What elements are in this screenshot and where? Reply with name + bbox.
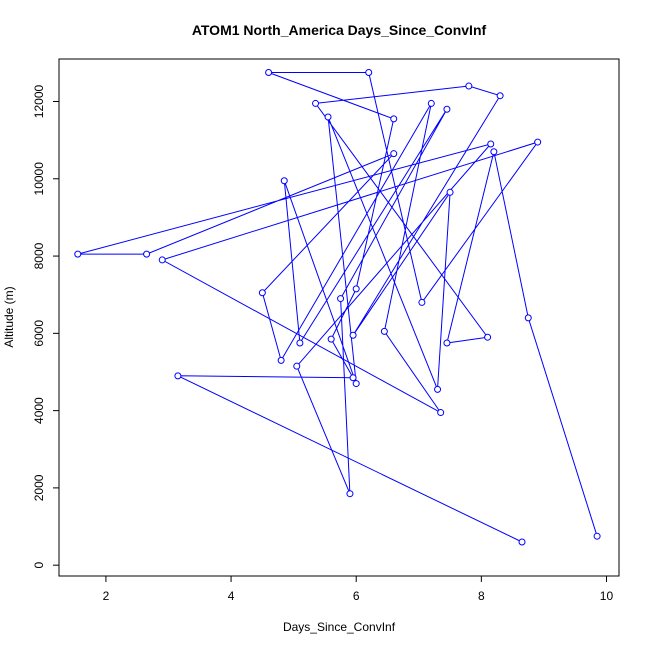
y-tick-label: 2000 xyxy=(32,474,46,501)
y-tick-label: 6000 xyxy=(32,320,46,347)
data-point xyxy=(352,380,360,388)
data-point xyxy=(490,148,498,156)
y-tick-label: 12000 xyxy=(32,84,46,118)
data-point xyxy=(487,140,495,148)
data-point xyxy=(324,113,332,121)
data-point xyxy=(524,314,532,322)
data-point xyxy=(434,385,442,393)
y-tick-label: 4000 xyxy=(32,397,46,424)
x-axis-label: Days_Since_ConvInf xyxy=(283,620,396,634)
data-point xyxy=(518,538,526,546)
x-tick-label: 4 xyxy=(228,589,235,603)
data-point xyxy=(349,374,357,382)
data-point xyxy=(265,69,273,77)
data-point xyxy=(337,295,345,303)
data-point xyxy=(534,138,542,146)
data-point xyxy=(143,250,151,258)
y-tick-label: 0 xyxy=(32,562,46,569)
y-axis-label: Altitude (m) xyxy=(2,286,16,347)
data-point xyxy=(346,490,354,498)
series-layer xyxy=(74,69,601,546)
data-point xyxy=(174,372,182,380)
data-point xyxy=(158,256,166,264)
data-point xyxy=(349,331,357,339)
data-point xyxy=(74,250,82,258)
x-tick-label: 2 xyxy=(103,589,110,603)
data-point xyxy=(312,99,320,107)
y-tick-label: 8000 xyxy=(32,242,46,269)
data-point xyxy=(496,92,504,100)
x-tick-label: 6 xyxy=(353,589,360,603)
data-point xyxy=(280,177,288,185)
data-point xyxy=(390,115,398,123)
data-point xyxy=(327,335,335,343)
data-point xyxy=(277,356,285,364)
data-point xyxy=(443,105,451,113)
data-point xyxy=(258,289,266,297)
data-point xyxy=(293,362,301,370)
axes-layer: 2 4 6 8 10 0 2000 4000 6000 8000 10000 12000 xyxy=(32,84,613,603)
x-tick-label: 8 xyxy=(478,589,485,603)
data-point xyxy=(418,298,426,306)
plot-frame xyxy=(58,58,620,577)
chart-title: ATOM1 North_America Days_Since_ConvInf xyxy=(192,22,487,38)
x-tick-label: 10 xyxy=(600,589,614,603)
data-point xyxy=(437,409,445,417)
y-tick-label: 10000 xyxy=(32,162,46,196)
data-point xyxy=(593,532,601,540)
data-point xyxy=(365,69,373,77)
data-point xyxy=(427,99,435,107)
data-point xyxy=(352,285,360,293)
data-point xyxy=(296,339,304,347)
data-point xyxy=(446,188,454,196)
data-point xyxy=(465,82,473,90)
data-point xyxy=(484,333,492,341)
data-point xyxy=(443,339,451,347)
data-point xyxy=(380,327,388,335)
data-point xyxy=(390,150,398,158)
